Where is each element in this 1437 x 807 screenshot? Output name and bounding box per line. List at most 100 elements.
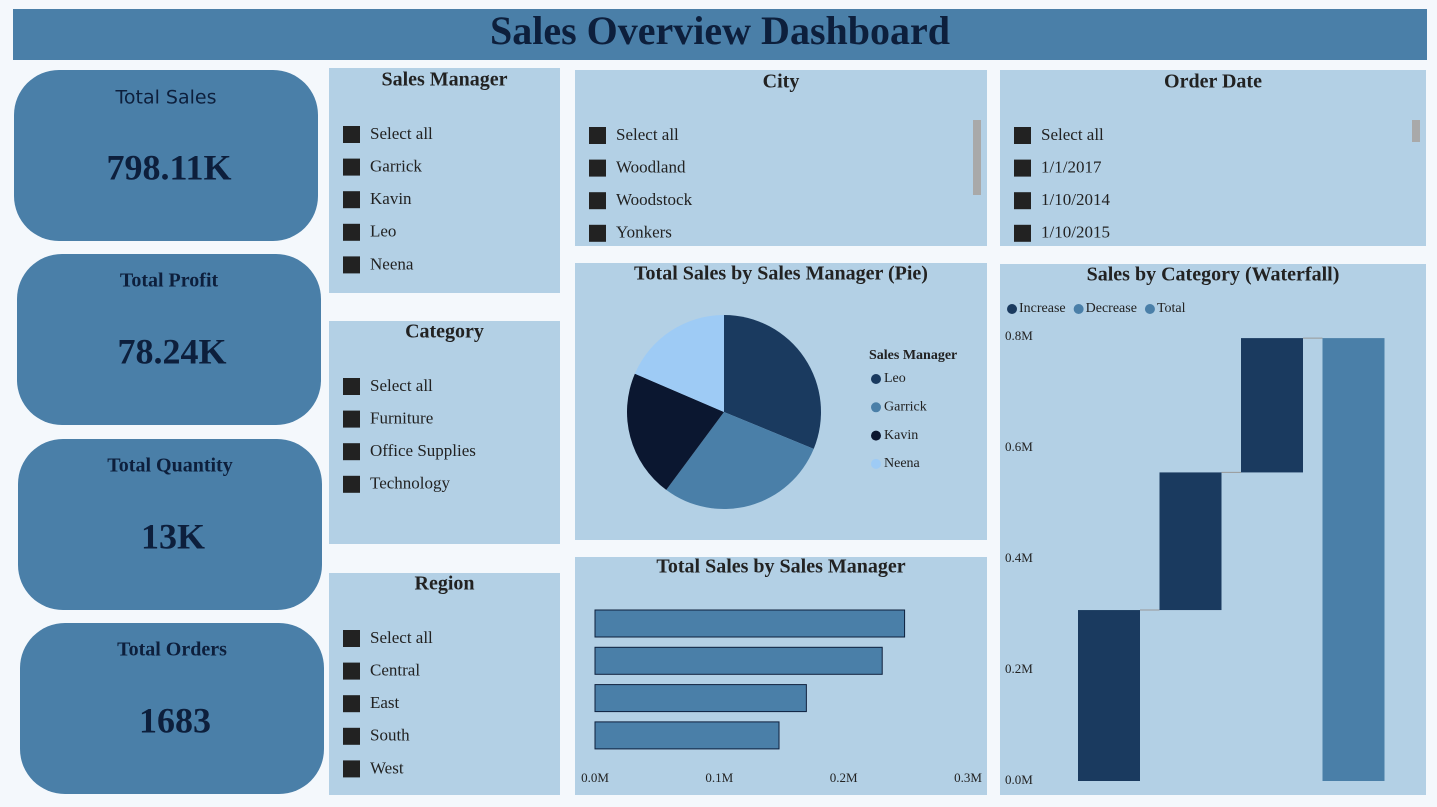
checkbox[interactable] — [343, 256, 360, 274]
slicer-item[interactable]: Select all — [370, 628, 433, 647]
waterfall-bar — [1241, 338, 1303, 473]
slicer-item[interactable]: Select all — [616, 125, 679, 144]
checkbox[interactable] — [343, 662, 360, 680]
slicer-item[interactable]: West — [370, 758, 404, 777]
bar — [594, 684, 807, 713]
y-tick-label: 0.8M — [1005, 328, 1033, 343]
bar — [594, 646, 883, 675]
scrollbar[interactable] — [1412, 120, 1420, 142]
slicer-item[interactable]: Garrick — [370, 157, 422, 176]
legend-label: Neena — [884, 456, 921, 471]
y-tick-label: 0.6M — [1005, 439, 1033, 454]
slicer-item[interactable]: Select all — [370, 124, 433, 143]
x-tick-label: 0.2M — [830, 770, 858, 785]
checkbox[interactable] — [1014, 224, 1031, 242]
checkbox[interactable] — [343, 443, 360, 461]
pie-slice — [627, 373, 724, 490]
slicer-item[interactable]: Select all — [370, 376, 433, 395]
legend-marker — [871, 430, 881, 441]
slicer-item[interactable]: Technology — [370, 474, 451, 493]
checkbox[interactable] — [589, 159, 606, 177]
slicer-item[interactable]: 1/10/2015 — [1041, 223, 1110, 242]
dashboard-title: Sales Overview Dashboard — [490, 8, 950, 53]
slicer-title: Region — [415, 573, 475, 595]
header-bar — [13, 9, 1427, 60]
checkbox[interactable] — [343, 410, 360, 428]
panel — [329, 573, 560, 795]
legend-marker — [871, 374, 881, 384]
checkbox[interactable] — [343, 126, 360, 143]
slicer-item[interactable]: Kavin — [370, 189, 412, 208]
legend-marker — [1007, 304, 1017, 314]
kpi-label: Total Profit — [120, 270, 219, 292]
kpi-value: 13K — [141, 516, 205, 556]
legend-label: Increase — [1019, 301, 1066, 316]
slicer-item[interactable]: Office Supplies — [370, 441, 476, 460]
y-tick-label: 0.2M — [1005, 661, 1033, 676]
x-tick-label: 0.1M — [705, 770, 733, 785]
slicer-item[interactable]: 1/10/2014 — [1041, 190, 1110, 209]
checkbox[interactable] — [343, 727, 360, 745]
bar — [594, 721, 780, 750]
slicer-title: City — [763, 71, 800, 93]
checkbox[interactable] — [1014, 127, 1031, 144]
chart-title: Total Sales by Sales Manager (Pie) — [634, 263, 928, 285]
slicer-item[interactable]: Furniture — [370, 409, 433, 428]
panel — [575, 70, 987, 246]
y-tick-label: 0.4M — [1005, 550, 1033, 565]
pie-slice — [724, 315, 821, 449]
checkbox[interactable] — [343, 695, 360, 713]
slicer-item[interactable]: East — [370, 693, 400, 712]
slicer-title: Order Date — [1164, 71, 1262, 93]
checkbox[interactable] — [589, 224, 606, 242]
checkbox[interactable] — [589, 192, 606, 210]
slicer-item[interactable]: Central — [370, 661, 420, 680]
kpi-value: 78.24K — [117, 331, 226, 371]
panel — [575, 557, 987, 795]
legend-label: Kavin — [884, 428, 918, 443]
legend-marker — [1144, 304, 1155, 314]
scrollbar[interactable] — [973, 120, 981, 195]
kpi-card — [18, 439, 322, 610]
legend-marker — [1073, 304, 1084, 314]
y-tick-label: 0.0M — [1005, 772, 1033, 787]
legend-label: Total — [1157, 301, 1186, 316]
kpi-value: 1683 — [139, 700, 211, 740]
checkbox[interactable] — [343, 158, 360, 176]
kpi-value: 798.11K — [106, 147, 231, 187]
legend-marker — [871, 402, 881, 413]
checkbox[interactable] — [1014, 192, 1031, 210]
slicer-item[interactable]: Select all — [1041, 125, 1104, 144]
slicer-item[interactable]: 1/1/2017 — [1041, 158, 1102, 177]
slicer-item[interactable]: South — [370, 726, 410, 745]
checkbox[interactable] — [343, 475, 360, 493]
pie-slice — [634, 315, 724, 412]
checkbox[interactable] — [589, 127, 606, 144]
chart-title: Total Sales by Sales Manager — [656, 556, 905, 578]
kpi-label: Total Orders — [117, 639, 227, 661]
legend-label: Leo — [884, 371, 906, 386]
slicer-item[interactable]: Woodland — [616, 158, 686, 177]
checkbox[interactable] — [343, 378, 360, 395]
panel — [329, 321, 560, 544]
slicer-item[interactable]: Neena — [370, 254, 414, 273]
waterfall-bar — [1078, 610, 1140, 781]
slicer-item[interactable]: Yonkers — [616, 223, 672, 242]
pie-slice — [666, 412, 814, 510]
checkbox[interactable] — [343, 191, 360, 209]
kpi-label: Total Quantity — [107, 455, 232, 477]
x-tick-label: 0.3M — [954, 770, 982, 785]
x-tick-label: 0.0M — [581, 770, 609, 785]
kpi-card — [17, 254, 321, 425]
slicer-item[interactable]: Leo — [370, 222, 396, 241]
slicer-title: Category — [405, 321, 484, 343]
legend-marker — [871, 458, 881, 469]
slicer-item[interactable]: Woodstock — [616, 190, 693, 209]
checkbox[interactable] — [1014, 159, 1031, 177]
checkbox[interactable] — [343, 223, 360, 241]
checkbox[interactable] — [343, 630, 360, 647]
legend-title: Sales Manager — [869, 348, 957, 363]
checkbox[interactable] — [343, 760, 360, 778]
chart-title: Sales by Category (Waterfall) — [1087, 264, 1340, 286]
